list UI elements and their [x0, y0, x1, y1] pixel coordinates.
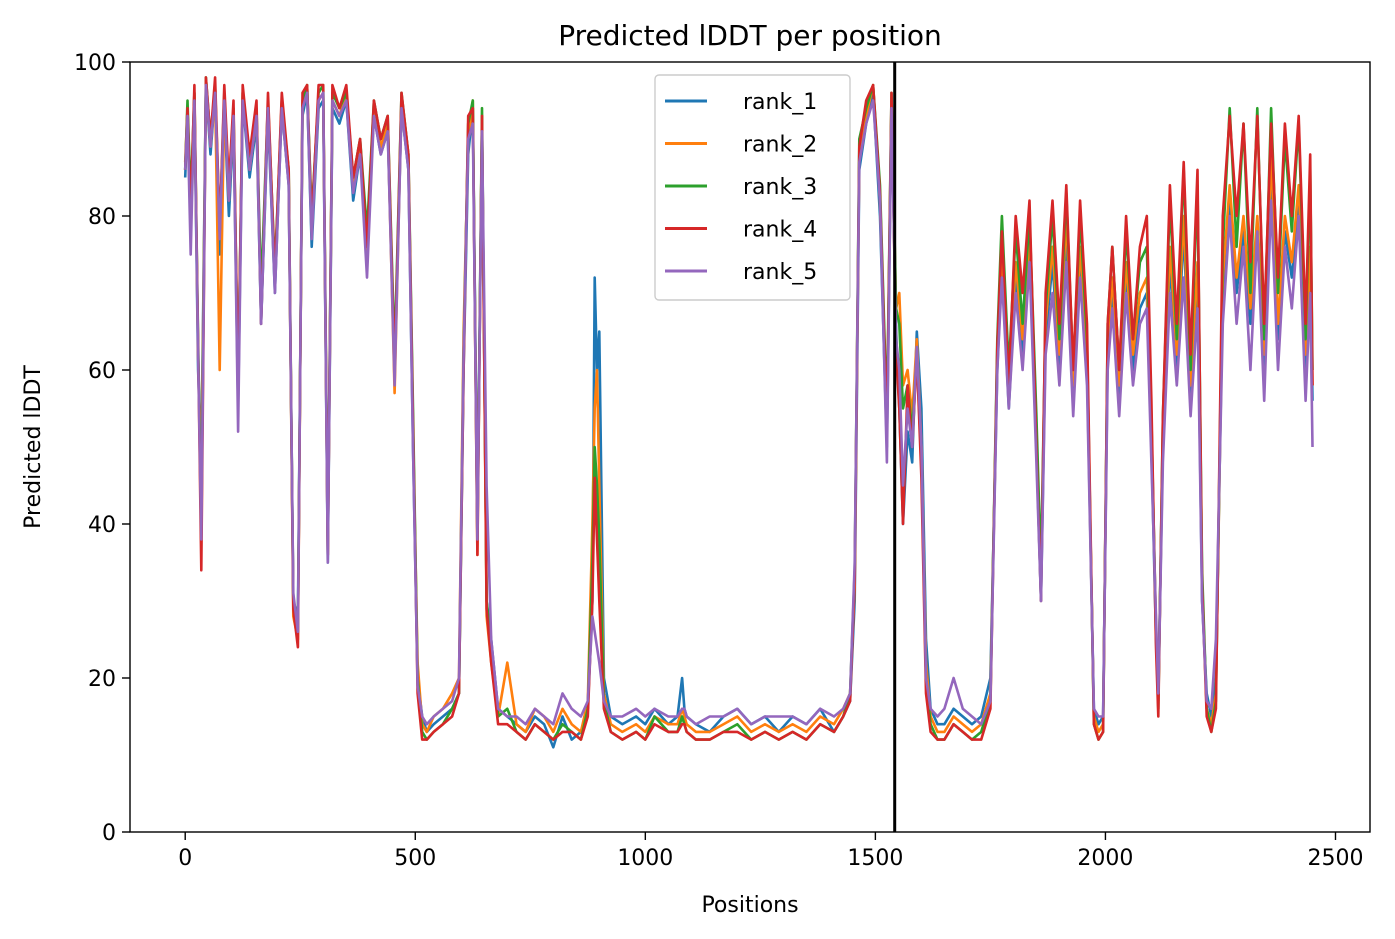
- y-tick-label: 80: [88, 205, 116, 230]
- y-tick-label: 100: [74, 51, 116, 76]
- series-line-rank_5: [183, 83, 1314, 726]
- x-axis-ticks: 0 500 1000 1500 2000 2500: [178, 832, 1363, 871]
- y-tick-label: 20: [88, 667, 116, 692]
- legend-label-rank_4: rank_4: [743, 218, 817, 243]
- chart-title: Predicted lDDT per position: [558, 19, 942, 52]
- y-tick-label: 40: [88, 513, 116, 538]
- x-tick-label: 500: [394, 846, 436, 871]
- plot-frame: [129, 61, 1371, 833]
- legend-label-rank_3: rank_3: [743, 175, 817, 200]
- x-tick-label: 2000: [1077, 846, 1133, 871]
- legend-label-rank_2: rank_2: [743, 133, 817, 158]
- x-tick-label: 1000: [617, 846, 673, 871]
- x-axis-label: Positions: [701, 893, 798, 918]
- y-axis-ticks: 0 20 40 60 80 100: [74, 51, 130, 846]
- chart-legend: rank_1 rank_2 rank_3 rank_4 rank_5: [654, 74, 851, 301]
- y-tick-label: 0: [102, 821, 116, 846]
- plot-lines: [183, 76, 1314, 749]
- legend-label-rank_5: rank_5: [743, 260, 817, 285]
- x-tick-label: 0: [178, 846, 192, 871]
- y-tick-label: 60: [88, 359, 116, 384]
- x-tick-label: 2500: [1307, 846, 1363, 871]
- x-tick-label: 1500: [847, 846, 903, 871]
- legend-box: [654, 74, 851, 301]
- legend-label-rank_1: rank_1: [743, 90, 817, 115]
- y-axis-label: Predicted lDDT: [21, 365, 46, 529]
